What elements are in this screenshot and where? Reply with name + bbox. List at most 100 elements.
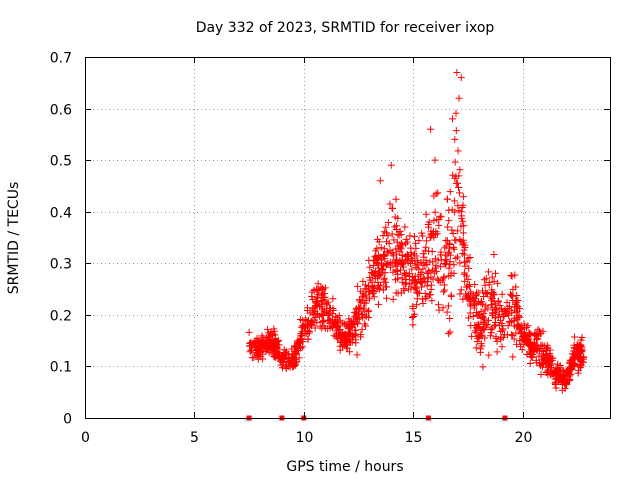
data-point: [517, 330, 525, 338]
data-point: [398, 251, 406, 259]
data-point: [535, 327, 543, 335]
data-point: [413, 288, 421, 296]
data-point: [306, 309, 314, 317]
data-point: [351, 326, 359, 334]
data-point: [486, 332, 494, 340]
data-point: [580, 353, 588, 361]
data-point: [428, 247, 436, 255]
data-point: [274, 349, 282, 357]
data-point: [498, 320, 506, 328]
data-point: [428, 297, 436, 305]
data-point: [329, 307, 337, 315]
data-point: [292, 349, 300, 357]
data-point: [313, 293, 321, 301]
data-point: [483, 289, 491, 297]
data-point: [492, 321, 500, 329]
y-tick-label: 0.5: [50, 154, 72, 170]
data-point: [440, 259, 448, 267]
data-point: [439, 304, 447, 312]
data-point: [381, 252, 388, 260]
data-point: [531, 330, 539, 338]
data-point: [461, 262, 469, 270]
data-point: [538, 363, 546, 371]
data-point: [332, 332, 340, 340]
data-point: [556, 362, 564, 370]
data-point: [259, 350, 267, 358]
data-point: [415, 265, 423, 273]
data-point: [523, 351, 531, 359]
data-point: [525, 341, 533, 349]
data-point: [558, 380, 566, 388]
data-point: [388, 230, 396, 238]
data-point: [389, 205, 397, 213]
data-point: [496, 302, 504, 310]
data-point: [498, 343, 506, 351]
data-point: [551, 369, 559, 377]
data-point: [311, 308, 319, 316]
data-point: [420, 253, 428, 261]
data-point: [419, 259, 427, 267]
data-point: [247, 339, 255, 347]
data-point: [378, 262, 386, 270]
data-point: [443, 195, 451, 203]
data-point: [258, 338, 266, 346]
data-point: [459, 239, 467, 247]
x-tick-label: 5: [190, 430, 199, 446]
data-point: [445, 206, 453, 214]
data-point: [444, 302, 452, 310]
data-point: [430, 192, 438, 200]
data-point: [427, 125, 435, 133]
data-point: [377, 269, 385, 277]
data-point: [465, 291, 473, 299]
data-point: [383, 294, 391, 302]
data-point: [392, 225, 400, 233]
data-point: [543, 357, 551, 365]
data-point: [370, 257, 378, 265]
data-point: [443, 308, 451, 316]
data-point: [366, 263, 374, 271]
data-point: [281, 355, 289, 363]
data-point: [393, 238, 401, 246]
data-point: [512, 283, 520, 291]
data-point: [437, 213, 445, 221]
data-point: [407, 285, 415, 293]
data-point: [467, 322, 475, 330]
data-point: [282, 362, 290, 370]
data-point: [443, 256, 451, 264]
data-point: [449, 230, 457, 238]
data-point: [373, 255, 381, 263]
data-point: [341, 320, 349, 328]
data-point: [436, 278, 444, 286]
data-point: [456, 235, 464, 243]
data-point: [317, 283, 325, 291]
data-point: [549, 370, 557, 378]
data-point: [453, 68, 461, 76]
data-point: [276, 357, 284, 365]
data-point: [293, 337, 301, 345]
data-point: [382, 223, 390, 231]
data-point: [469, 313, 477, 321]
data-point: [419, 300, 427, 308]
data-point: [423, 282, 431, 290]
data-point: [474, 311, 482, 319]
data-point: [394, 289, 402, 297]
data-point: [481, 306, 489, 314]
chart-title: Day 332 of 2023, SRMTID for receiver ixo…: [196, 20, 495, 36]
data-point: [516, 305, 524, 313]
data-point: [420, 275, 428, 283]
data-point: [318, 318, 326, 326]
data-point: [253, 349, 261, 357]
data-point: [359, 277, 367, 285]
data-point: [560, 374, 568, 382]
data-point: [366, 276, 374, 284]
data-point: [513, 323, 521, 331]
data-point: [304, 304, 312, 312]
data-point: [360, 292, 368, 300]
data-point: [278, 364, 286, 372]
data-point: [421, 289, 429, 297]
data-point: [425, 223, 433, 231]
data-point: [363, 285, 371, 293]
data-point: [305, 329, 313, 337]
data-point: [542, 369, 550, 377]
